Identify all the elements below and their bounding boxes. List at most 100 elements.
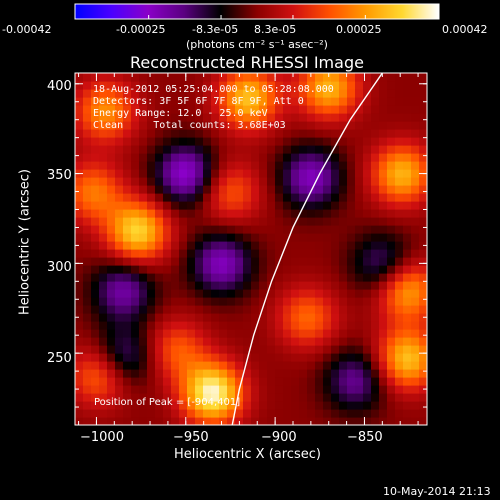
heatmap-cell bbox=[195, 73, 204, 82]
heatmap-cell bbox=[131, 241, 140, 250]
heatmap-cell bbox=[419, 329, 427, 338]
colorbar-segment bbox=[351, 4, 353, 19]
heatmap-cell bbox=[299, 353, 308, 362]
heatmap-cell bbox=[379, 121, 388, 130]
heatmap-cell bbox=[307, 209, 316, 218]
heatmap-cell bbox=[307, 97, 316, 106]
heatmap-cell bbox=[379, 401, 388, 410]
heatmap-cell bbox=[115, 273, 124, 282]
heatmap-cell bbox=[99, 193, 108, 202]
heatmap-cell bbox=[267, 241, 276, 250]
heatmap-cell bbox=[235, 137, 244, 146]
heatmap-cell bbox=[331, 193, 340, 202]
heatmap-cell bbox=[155, 145, 164, 154]
heatmap-cell bbox=[259, 185, 268, 194]
heatmap-cell bbox=[323, 241, 332, 250]
heatmap-cell bbox=[251, 273, 260, 282]
heatmap-cell bbox=[259, 409, 268, 418]
heatmap-cell bbox=[363, 145, 372, 154]
heatmap-cell bbox=[147, 297, 156, 306]
colorbar-segment bbox=[180, 4, 182, 19]
heatmap-cell bbox=[283, 105, 292, 114]
heatmap-cell bbox=[115, 265, 124, 274]
heatmap-cell bbox=[403, 297, 412, 306]
heatmap-cell bbox=[131, 113, 140, 122]
heatmap-cell bbox=[243, 73, 252, 82]
heatmap-cell bbox=[171, 409, 180, 418]
heatmap-cell bbox=[83, 321, 92, 330]
heatmap-cell bbox=[131, 97, 140, 106]
colorbar-segment bbox=[177, 4, 179, 19]
colorbar-segment bbox=[428, 4, 430, 19]
heatmap-cell bbox=[275, 409, 284, 418]
colorbar-segment bbox=[348, 4, 350, 19]
heatmap-cell bbox=[419, 273, 427, 282]
colorbar-segment bbox=[436, 4, 438, 19]
colorbar-segment bbox=[401, 4, 403, 19]
heatmap-cell bbox=[219, 281, 228, 290]
heatmap-cell bbox=[139, 297, 148, 306]
heatmap-cell bbox=[411, 353, 420, 362]
heatmap-cell bbox=[267, 129, 276, 138]
heatmap-cell bbox=[171, 369, 180, 378]
heatmap-cell bbox=[83, 233, 92, 242]
heatmap-cell bbox=[411, 305, 420, 314]
heatmap-cell bbox=[315, 97, 324, 106]
heatmap-cell bbox=[203, 249, 212, 258]
colorbar-segment bbox=[202, 4, 204, 19]
heatmap-cell bbox=[419, 209, 427, 218]
solar-limb-curve bbox=[231, 73, 383, 425]
heatmap-cell bbox=[403, 281, 412, 290]
heatmap-cell bbox=[379, 353, 388, 362]
heatmap-cell bbox=[291, 161, 300, 170]
heatmap-cell bbox=[259, 233, 268, 242]
colorbar-segment bbox=[405, 4, 407, 19]
heatmap-cell bbox=[75, 377, 84, 386]
heatmap-cell bbox=[419, 337, 427, 346]
heatmap-cell bbox=[371, 369, 380, 378]
heatmap-cell bbox=[155, 353, 164, 362]
heatmap-cell bbox=[203, 209, 212, 218]
colorbar-segment bbox=[137, 4, 139, 19]
heatmap-cell bbox=[139, 281, 148, 290]
colorbar-segment bbox=[324, 4, 326, 19]
heatmap-cell bbox=[75, 329, 84, 338]
heatmap-cell bbox=[283, 353, 292, 362]
heatmap-cell bbox=[299, 305, 308, 314]
heatmap-cell bbox=[123, 273, 132, 282]
heatmap-cell bbox=[139, 137, 148, 146]
heatmap-cell bbox=[299, 177, 308, 186]
colorbar-segment bbox=[435, 4, 437, 19]
heatmap-cell bbox=[195, 137, 204, 146]
heatmap-cell bbox=[187, 393, 196, 402]
heatmap-cell bbox=[395, 209, 404, 218]
heatmap-cell bbox=[315, 361, 324, 370]
colorbar-segment bbox=[262, 4, 264, 19]
heatmap-cell bbox=[419, 257, 427, 266]
detectors-annotation: Detectors: 3F 5F 6F 7F 8F 9F, Att 0 bbox=[93, 96, 304, 107]
heatmap-cell bbox=[195, 97, 204, 106]
heatmap-cell bbox=[163, 129, 172, 138]
heatmap-cell bbox=[411, 393, 420, 402]
heatmap-cell bbox=[419, 201, 427, 210]
heatmap-cell bbox=[267, 265, 276, 274]
heatmap-cell bbox=[251, 169, 260, 178]
heatmap-cell bbox=[139, 409, 148, 418]
heatmap-cell bbox=[299, 289, 308, 298]
heatmap-cell bbox=[235, 369, 244, 378]
heatmap-cell bbox=[195, 345, 204, 354]
heatmap-cell bbox=[107, 145, 116, 154]
heatmap-image bbox=[75, 73, 427, 425]
heatmap-cell bbox=[131, 193, 140, 202]
heatmap-cell bbox=[115, 257, 124, 266]
heatmap-cell bbox=[419, 377, 427, 386]
heatmap-cell bbox=[371, 409, 380, 418]
colorbar-segment bbox=[316, 4, 318, 19]
heatmap-cell bbox=[91, 265, 100, 274]
colorbar-segment bbox=[120, 4, 122, 19]
heatmap-cell bbox=[107, 121, 116, 130]
colorbar-segment bbox=[409, 4, 411, 19]
heatmap-cell bbox=[235, 297, 244, 306]
colorbar-segment bbox=[366, 4, 368, 19]
heatmap-cell bbox=[179, 265, 188, 274]
